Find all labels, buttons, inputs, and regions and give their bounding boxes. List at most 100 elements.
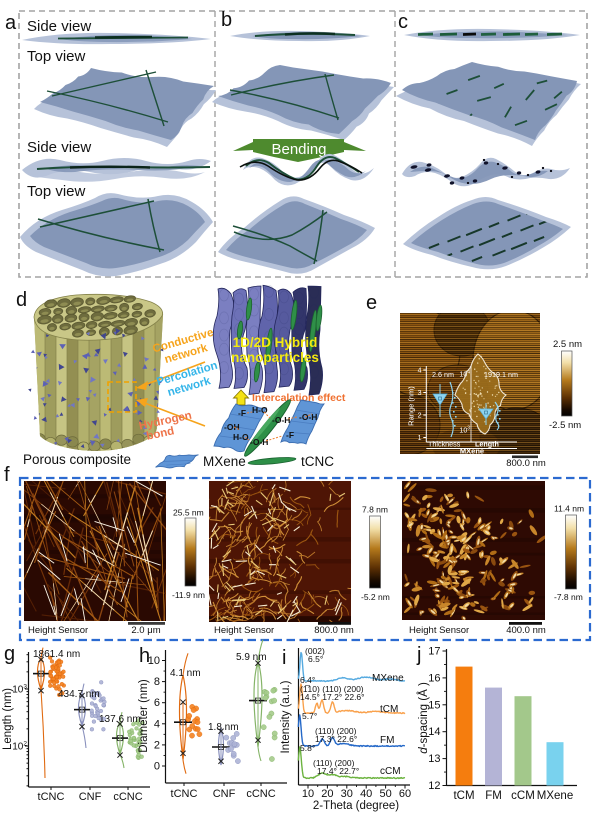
svg-text:13: 13 <box>428 753 440 765</box>
svg-text:Diameter (nm): Diameter (nm) <box>138 679 150 753</box>
svg-text:MXene: MXene <box>372 673 404 684</box>
svg-text:-5.2 nm: -5.2 nm <box>361 592 390 602</box>
svg-text:c: c <box>398 11 408 33</box>
svg-text:12: 12 <box>428 780 440 792</box>
svg-text:-O-H: -O-H <box>272 415 290 425</box>
svg-text:H-O: H-O <box>233 432 249 442</box>
svg-text:Thickness: Thickness <box>428 440 461 449</box>
svg-text:17.3° 22.6°: 17.3° 22.6° <box>315 734 357 744</box>
svg-text:0: 0 <box>154 761 160 773</box>
svg-text:Bending: Bending <box>271 141 326 158</box>
svg-text:-2.5 nm: -2.5 nm <box>549 420 581 431</box>
svg-text:14: 14 <box>428 726 440 738</box>
svg-text:2-Theta (degree): 2-Theta (degree) <box>313 800 399 812</box>
svg-text:30: 30 <box>341 788 353 800</box>
svg-text:cCM: cCM <box>380 766 401 777</box>
svg-text:25.5 nm: 25.5 nm <box>173 508 204 518</box>
svg-text:800.0 nm: 800.0 nm <box>314 625 354 636</box>
svg-text:cCNC: cCNC <box>246 788 275 800</box>
svg-text:cCM: cCM <box>511 790 535 802</box>
svg-text:i: i <box>282 647 286 669</box>
svg-text:20: 20 <box>321 788 333 800</box>
svg-text:b: b <box>221 9 232 31</box>
svg-text:Intercalation effect: Intercalation effect <box>252 392 346 404</box>
svg-text:1D/2D Hybrid: 1D/2D Hybrid <box>233 335 318 350</box>
svg-text:MXene: MXene <box>460 447 484 456</box>
svg-text:1919.1 nm: 1919.1 nm <box>484 370 518 379</box>
svg-text:-OH: -OH <box>224 422 240 432</box>
svg-text:434.7 nm: 434.7 nm <box>58 689 100 700</box>
svg-text:2.6 nm: 2.6 nm <box>432 370 454 379</box>
svg-text:cCNC: cCNC <box>113 791 142 803</box>
svg-text:-O-H: -O-H <box>299 412 317 422</box>
svg-text:5.8°: 5.8° <box>300 743 315 753</box>
svg-text:a: a <box>5 12 17 34</box>
svg-text:10: 10 <box>148 655 160 667</box>
svg-text:137.6 nm: 137.6 nm <box>99 714 141 725</box>
svg-text:Height Sensor: Height Sensor <box>409 625 469 636</box>
svg-text:50: 50 <box>379 788 391 800</box>
svg-text:Range (nm): Range (nm) <box>407 386 416 426</box>
svg-text:1.8 nm: 1.8 nm <box>208 722 239 733</box>
svg-text:Height Sensor: Height Sensor <box>214 625 274 636</box>
svg-text:Side view: Side view <box>27 18 91 35</box>
svg-text:3: 3 <box>418 390 422 397</box>
svg-text:5.7°: 5.7° <box>302 711 317 721</box>
svg-text:nanoparticles: nanoparticles <box>231 350 319 365</box>
svg-text:6.5°: 6.5° <box>308 654 323 664</box>
svg-text:f: f <box>4 464 10 486</box>
svg-text:400.0 nm: 400.0 nm <box>506 625 546 636</box>
svg-text:16: 16 <box>428 672 440 684</box>
svg-text:Intensity (a.u.): Intensity (a.u.) <box>280 680 292 753</box>
svg-text:g: g <box>4 643 15 665</box>
svg-text:MXene: MXene <box>537 790 573 802</box>
svg-text:-11.9 nm: -11.9 nm <box>172 590 205 600</box>
svg-text:tCNC: tCNC <box>171 788 198 800</box>
svg-text:15: 15 <box>428 699 440 711</box>
svg-text:-7.8 nm: -7.8 nm <box>554 592 583 602</box>
svg-text:2.5 nm: 2.5 nm <box>553 339 582 350</box>
svg-text:CNF: CNF <box>213 788 236 800</box>
svg-text:tCNC: tCNC <box>38 791 65 803</box>
svg-text:MXene: MXene <box>203 454 246 469</box>
svg-text:17.4° 22.7°: 17.4° 22.7° <box>317 766 359 776</box>
svg-text:Side view: Side view <box>27 139 91 156</box>
svg-text:2: 2 <box>154 739 160 751</box>
svg-text:FM: FM <box>380 735 394 746</box>
svg-text:-F: -F <box>286 430 294 440</box>
svg-text:7.8 nm: 7.8 nm <box>362 505 388 515</box>
svg-text:2: 2 <box>418 413 422 420</box>
svg-text:4.1 nm: 4.1 nm <box>170 668 201 679</box>
svg-text:j: j <box>416 644 421 666</box>
svg-text:800.0 nm: 800.0 nm <box>506 458 546 469</box>
svg-text:d: d <box>16 289 27 311</box>
svg-text:Top view: Top view <box>27 183 86 200</box>
svg-text:40: 40 <box>360 788 372 800</box>
svg-text:14.5° 17.2° 22.6°: 14.5° 17.2° 22.6° <box>300 692 365 702</box>
svg-text:FM: FM <box>485 790 502 802</box>
svg-text:2.0 μm: 2.0 μm <box>131 625 160 636</box>
svg-text:11.4 nm: 11.4 nm <box>554 504 584 514</box>
svg-text:5.9 nm: 5.9 nm <box>236 652 267 663</box>
svg-text:Length (nm): Length (nm) <box>2 688 14 750</box>
svg-text:e: e <box>366 292 377 314</box>
svg-text:CNF: CNF <box>79 791 102 803</box>
svg-text:10: 10 <box>302 788 314 800</box>
svg-text:4: 4 <box>418 368 422 375</box>
svg-text:H-O: H-O <box>252 405 268 415</box>
svg-text:8: 8 <box>154 676 160 688</box>
svg-text:-O-H: -O-H <box>250 437 268 447</box>
svg-text:Porous composite: Porous composite <box>23 452 131 467</box>
svg-text:Top view: Top view <box>27 48 86 65</box>
svg-text:1: 1 <box>418 435 422 442</box>
svg-text:Height Sensor: Height Sensor <box>28 625 88 636</box>
svg-text:17: 17 <box>428 646 440 658</box>
svg-text:tCNC: tCNC <box>301 454 334 469</box>
svg-text:4: 4 <box>154 718 160 730</box>
svg-text:-F: -F <box>238 408 246 418</box>
svg-text:6: 6 <box>154 697 160 709</box>
svg-text:d-spacing (Å ): d-spacing (Å ) <box>417 682 430 754</box>
svg-text:tCM: tCM <box>380 704 398 715</box>
svg-text:tCM: tCM <box>453 790 474 802</box>
svg-text:1861.4 nm: 1861.4 nm <box>33 649 80 660</box>
